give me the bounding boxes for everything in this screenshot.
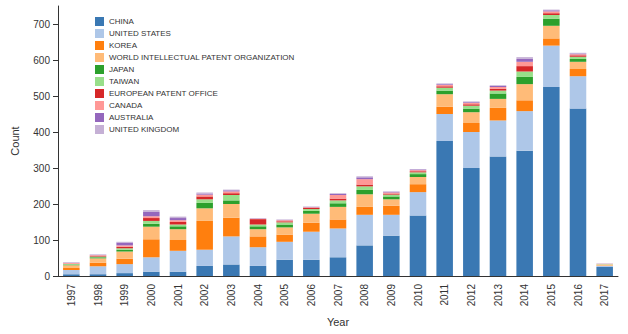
svg-text:TAIWAN: TAIWAN	[109, 77, 139, 86]
svg-text:2014: 2014	[519, 284, 530, 307]
svg-text:AUSTRALIA: AUSTRALIA	[109, 113, 154, 122]
svg-text:1997: 1997	[66, 284, 77, 307]
svg-text:300: 300	[33, 163, 50, 174]
svg-text:100: 100	[33, 235, 50, 246]
svg-text:UNITED KINGDOM: UNITED KINGDOM	[109, 125, 180, 134]
svg-text:2010: 2010	[413, 284, 424, 307]
svg-text:2003: 2003	[226, 284, 237, 307]
svg-text:Count: Count	[9, 126, 21, 155]
svg-text:2015: 2015	[546, 284, 557, 307]
svg-text:2013: 2013	[493, 284, 504, 307]
svg-text:CANADA: CANADA	[109, 101, 143, 110]
svg-text:1999: 1999	[119, 284, 130, 307]
svg-text:2006: 2006	[306, 284, 317, 307]
svg-text:2005: 2005	[279, 284, 290, 307]
svg-text:200: 200	[33, 199, 50, 210]
svg-text:EUROPEAN PATENT OFFICE: EUROPEAN PATENT OFFICE	[109, 89, 218, 98]
svg-text:2012: 2012	[466, 284, 477, 307]
svg-text:2009: 2009	[386, 284, 397, 307]
svg-text:KOREA: KOREA	[109, 41, 138, 50]
svg-text:CHINA: CHINA	[109, 17, 135, 26]
svg-text:UNITED STATES: UNITED STATES	[109, 29, 171, 38]
svg-text:2007: 2007	[333, 284, 344, 307]
svg-text:WORLD INTELLECTUAL PATENT ORGA: WORLD INTELLECTUAL PATENT ORGANIZATION	[109, 53, 295, 62]
svg-text:2011: 2011	[439, 284, 450, 306]
svg-text:JAPAN: JAPAN	[109, 65, 134, 74]
svg-text:2004: 2004	[253, 284, 264, 307]
svg-text:2001: 2001	[173, 284, 184, 307]
svg-text:700: 700	[33, 19, 50, 30]
svg-text:1998: 1998	[93, 284, 104, 307]
svg-text:2016: 2016	[573, 284, 584, 307]
svg-text:400: 400	[33, 127, 50, 138]
svg-text:2008: 2008	[359, 284, 370, 307]
svg-text:0: 0	[44, 271, 50, 282]
svg-text:600: 600	[33, 55, 50, 66]
svg-text:500: 500	[33, 91, 50, 102]
svg-text:2017: 2017	[599, 284, 610, 307]
svg-text:2000: 2000	[146, 284, 157, 307]
svg-text:Year: Year	[327, 316, 350, 328]
svg-text:2002: 2002	[199, 284, 210, 307]
